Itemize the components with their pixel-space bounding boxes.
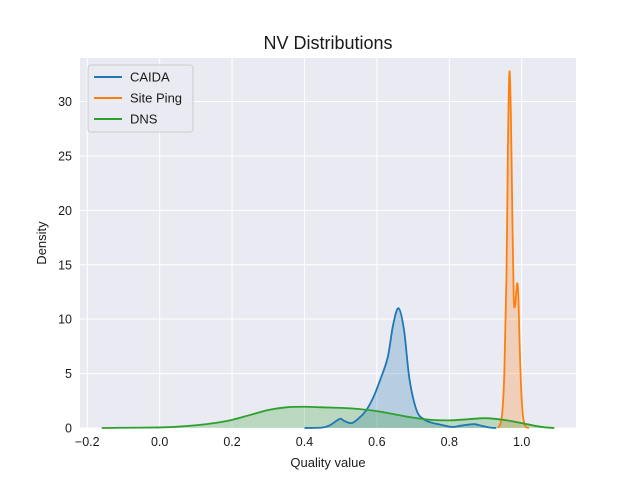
x-tick-label: 0.2	[223, 435, 240, 449]
series-lines	[101, 70, 555, 429]
site-ping-line	[497, 70, 530, 429]
x-tick-label: 0.4	[296, 435, 313, 449]
caida-area	[304, 308, 497, 428]
y-axis-label: Density	[34, 221, 49, 265]
y-tick-label: 10	[58, 313, 72, 327]
y-tick-labels: 0 5 10 15 20 25 30	[58, 95, 72, 435]
y-tick-label: 5	[65, 367, 72, 381]
dns-area	[101, 406, 555, 428]
legend: CAIDA Site Ping DNS	[87, 64, 194, 133]
legend-label-site-ping: Site Ping	[130, 91, 182, 106]
y-tick-label: 15	[58, 258, 72, 272]
dns-line	[101, 405, 555, 429]
legend-label-caida: CAIDA	[130, 70, 170, 85]
x-axis-label: Quality value	[290, 455, 365, 470]
x-tick-label: 0.8	[441, 435, 458, 449]
y-tick-label: 25	[58, 149, 72, 163]
x-tick-label: 0.6	[368, 435, 385, 449]
caida-line	[304, 307, 497, 429]
x-tick-labels: −0.2 0.0 0.2 0.4 0.6 0.8 1.0	[75, 435, 531, 449]
y-tick-label: 30	[58, 95, 72, 109]
y-tick-label: 20	[58, 204, 72, 218]
x-tick-label: −0.2	[75, 435, 100, 449]
legend-box	[87, 64, 194, 133]
x-tick-label: 1.0	[513, 435, 530, 449]
legend-label-dns: DNS	[130, 112, 158, 127]
y-tick-label: 0	[65, 422, 72, 436]
x-tick-label: 0.0	[151, 435, 168, 449]
chart-title: NV Distributions	[263, 33, 392, 53]
